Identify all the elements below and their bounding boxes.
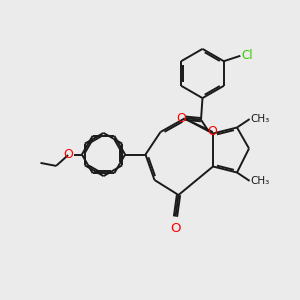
Text: O: O (207, 124, 217, 138)
Text: O: O (170, 222, 181, 235)
Text: O: O (63, 148, 73, 161)
Text: CH₃: CH₃ (250, 114, 269, 124)
Text: O: O (176, 112, 186, 125)
Text: CH₃: CH₃ (250, 176, 269, 186)
Text: Cl: Cl (241, 49, 253, 62)
